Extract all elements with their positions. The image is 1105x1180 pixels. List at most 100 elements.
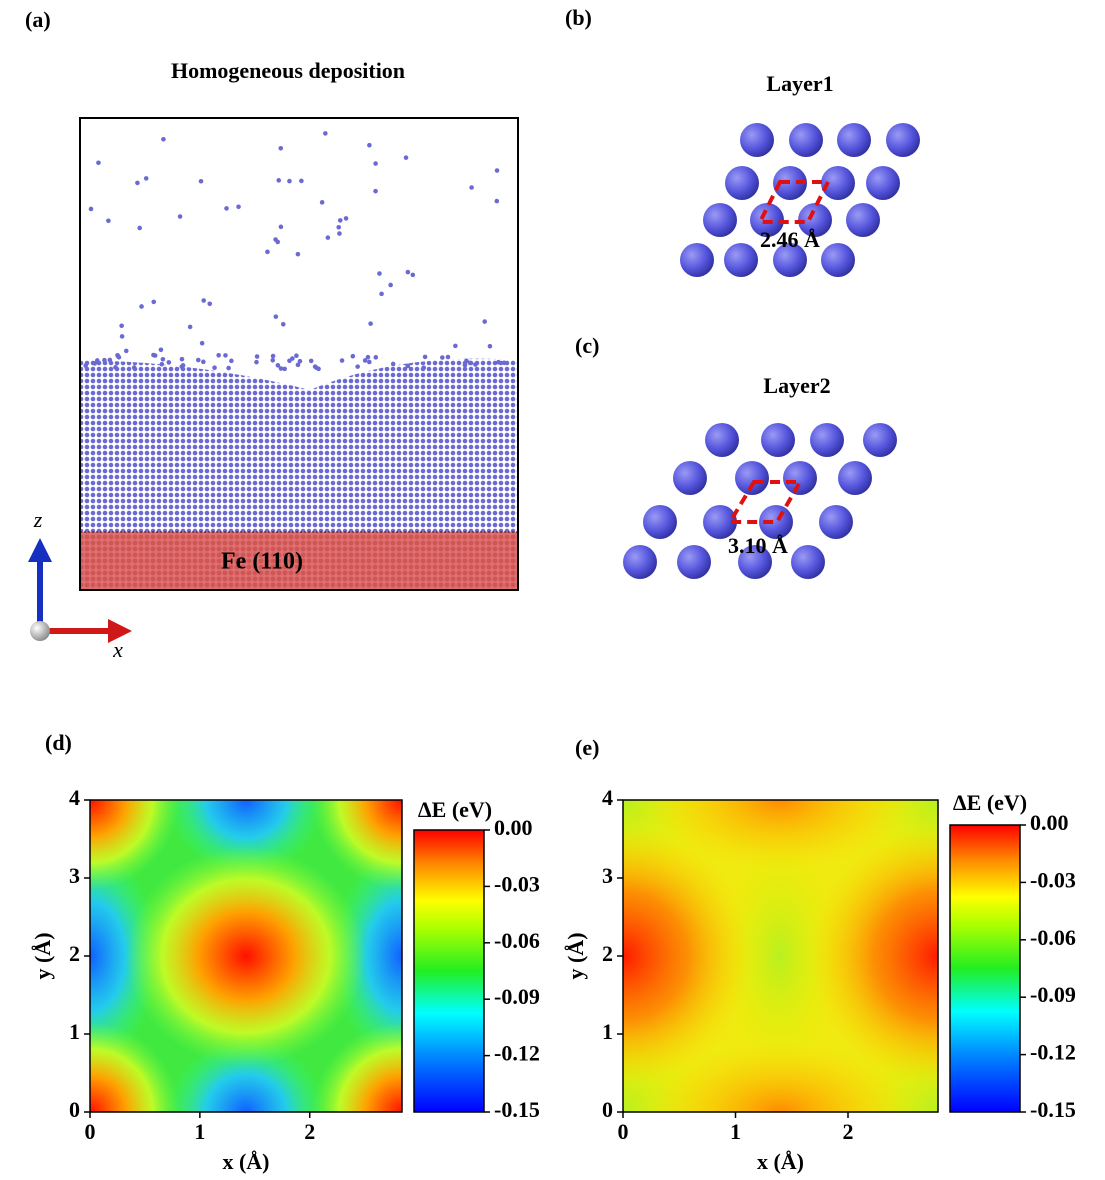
- atom: [821, 243, 855, 277]
- y-axis-label: y (Å): [563, 932, 588, 979]
- atom: [298, 359, 303, 364]
- atom: [151, 300, 156, 305]
- atom: [337, 231, 342, 236]
- atom: [344, 216, 349, 221]
- atom: [623, 545, 657, 579]
- colorbar-tick-label: 0.00: [494, 815, 533, 840]
- x-axis-label: x (Å): [222, 1149, 269, 1174]
- atom: [274, 314, 279, 319]
- atom: [368, 321, 373, 326]
- atom: [725, 166, 759, 200]
- colorbar-tick-label: -0.09: [1030, 982, 1076, 1007]
- x-tick-label: 1: [730, 1119, 741, 1144]
- atom: [724, 243, 758, 277]
- atom: [119, 323, 124, 328]
- atom: [379, 292, 384, 297]
- atom: [201, 298, 206, 303]
- atom: [161, 357, 166, 362]
- colorbar-title: ΔE (eV): [418, 797, 492, 822]
- atom: [367, 143, 372, 148]
- atom: [377, 271, 382, 276]
- panel-label: (a): [25, 7, 51, 32]
- atom: [789, 123, 823, 157]
- atom: [151, 353, 156, 358]
- atom: [373, 189, 378, 194]
- atom: [236, 204, 241, 209]
- atom: [837, 123, 871, 157]
- atom: [336, 225, 341, 230]
- atom: [309, 359, 314, 364]
- atom: [411, 273, 416, 278]
- colorbar-tick-label: -0.06: [1030, 925, 1076, 950]
- atom: [388, 283, 393, 288]
- atom: [290, 356, 295, 361]
- substrate-label: Fe (110): [221, 549, 303, 575]
- atom: [276, 178, 281, 183]
- y-tick-label: 2: [602, 941, 613, 966]
- colorbar-tick-label: -0.15: [1030, 1097, 1076, 1122]
- atom: [373, 355, 378, 360]
- atom: [351, 354, 356, 359]
- atom: [265, 250, 270, 255]
- atom: [326, 235, 331, 240]
- y-tick-label: 3: [69, 863, 80, 888]
- colorbar-tick-label: -0.03: [1030, 867, 1076, 892]
- colorbar-tick-label: -0.15: [494, 1097, 540, 1122]
- panel-title: Homogeneous deposition: [171, 58, 405, 83]
- atom: [199, 179, 204, 184]
- atom: [367, 360, 372, 365]
- atom: [124, 349, 129, 354]
- atom: [495, 199, 500, 204]
- atom: [207, 301, 212, 306]
- atom: [117, 355, 122, 360]
- y-tick-label: 0: [69, 1097, 80, 1122]
- atom: [120, 334, 125, 339]
- atom: [229, 359, 234, 364]
- spacing-label: 3.10 Å: [728, 533, 788, 558]
- spacing-label: 2.46 Å: [760, 227, 820, 252]
- y-tick-label: 3: [602, 863, 613, 888]
- atom: [278, 146, 283, 151]
- colorbar-tick-label: -0.06: [494, 928, 540, 953]
- x-tick-label: 1: [194, 1119, 205, 1144]
- atom: [188, 325, 193, 330]
- y-tick-label: 0: [602, 1097, 613, 1122]
- origin: [30, 621, 50, 641]
- atom: [226, 366, 231, 371]
- colorbar-tick-label: 0.00: [1030, 810, 1069, 835]
- atom: [296, 252, 301, 257]
- atom: [705, 423, 739, 457]
- atom: [106, 218, 111, 223]
- atom: [273, 237, 278, 242]
- atom: [783, 461, 817, 495]
- atom: [423, 355, 428, 360]
- atom: [223, 353, 228, 358]
- atom: [355, 364, 360, 369]
- colorbar-tick-label: -0.12: [1030, 1040, 1076, 1065]
- atom: [446, 355, 451, 360]
- colorbar: [950, 825, 1020, 1112]
- y-axis-label: y (Å): [30, 932, 55, 979]
- x-tick-label: 0: [618, 1119, 629, 1144]
- atom: [180, 357, 185, 362]
- atom: [453, 344, 458, 349]
- atom: [810, 423, 844, 457]
- panel-title: Layer2: [763, 373, 830, 398]
- axis-label: z: [33, 507, 43, 532]
- y-tick-label: 2: [69, 941, 80, 966]
- atom: [735, 461, 769, 495]
- atom: [89, 207, 94, 212]
- y-tick-label: 1: [602, 1019, 613, 1044]
- figure: (a) Homogeneous deposition Fe (110) z x …: [0, 0, 1105, 1180]
- atom: [144, 176, 149, 181]
- atom: [643, 505, 677, 539]
- atom: [406, 270, 411, 275]
- atom: [373, 161, 378, 166]
- panel-label: (c): [575, 333, 599, 358]
- atom: [196, 358, 201, 363]
- y-tick-label: 1: [69, 1019, 80, 1044]
- atom: [680, 243, 714, 277]
- colorbar-tick-label: -0.09: [494, 984, 540, 1009]
- atom: [96, 160, 101, 165]
- atom: [469, 185, 474, 190]
